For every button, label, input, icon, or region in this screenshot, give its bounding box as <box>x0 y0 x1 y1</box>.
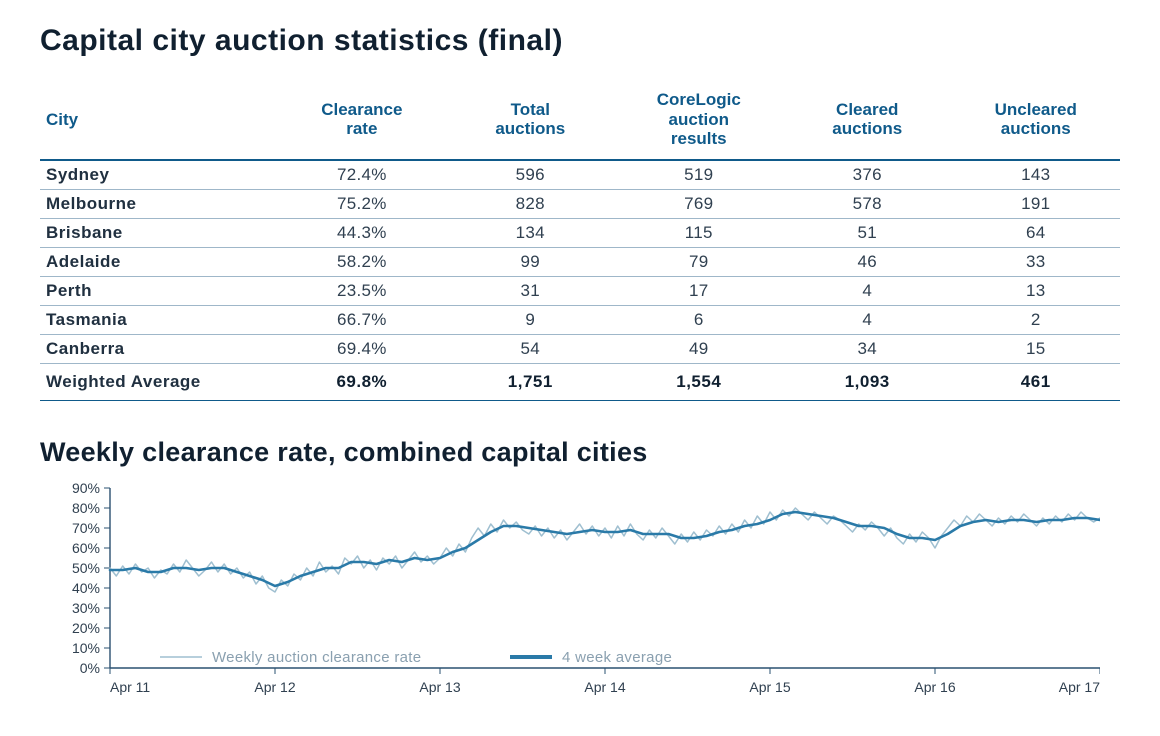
table-footer-row: Weighted Average 69.8% 1,751 1,554 1,093… <box>40 363 1120 400</box>
column-header: Totalauctions <box>446 84 614 160</box>
cell-city: Canberra <box>40 334 278 363</box>
cell-clearance: 75.2% <box>278 189 446 218</box>
auction-stats-table: CityClearancerateTotalauctionsCoreLogica… <box>40 84 1120 401</box>
cell-uncleared: 15 <box>951 334 1120 363</box>
column-header: City <box>40 84 278 160</box>
cell-uncleared: 143 <box>951 160 1120 190</box>
column-header: Clearedauctions <box>783 84 951 160</box>
x-axis: Apr 11 Apr 12 Apr 13 Apr 14 Apr 15 Apr 16 Apr … <box>110 668 1100 695</box>
clearance-rate-line-chart: 0%10%20%30%40%50%60%70%80%90%Apr 11Apr 1… <box>40 482 1120 712</box>
cell-total: 99 <box>446 247 614 276</box>
footer-corelogic: 1,554 <box>615 363 783 400</box>
column-header: CoreLogicauctionresults <box>615 84 783 160</box>
cell-city: Adelaide <box>40 247 278 276</box>
svg-text:10%: 10% <box>72 640 100 656</box>
cell-total: 31 <box>446 276 614 305</box>
cell-city: Brisbane <box>40 218 278 247</box>
svg-text:90%: 90% <box>72 482 100 496</box>
cell-corelogic: 17 <box>615 276 783 305</box>
table-body: Sydney72.4%596519376143Melbourne75.2%828… <box>40 160 1120 364</box>
cell-corelogic: 115 <box>615 218 783 247</box>
footer-clearance: 69.8% <box>278 363 446 400</box>
footer-cleared: 1,093 <box>783 363 951 400</box>
svg-text:40%: 40% <box>72 580 100 596</box>
table-row: Perth23.5%3117413 <box>40 276 1120 305</box>
cell-clearance: 58.2% <box>278 247 446 276</box>
cell-total: 9 <box>446 305 614 334</box>
cell-corelogic: 6 <box>615 305 783 334</box>
cell-city: Tasmania <box>40 305 278 334</box>
svg-text:Apr 16: Apr 16 <box>914 679 955 695</box>
cell-corelogic: 769 <box>615 189 783 218</box>
cell-total: 596 <box>446 160 614 190</box>
cell-city: Sydney <box>40 160 278 190</box>
svg-text:20%: 20% <box>72 620 100 636</box>
table-row: Canberra69.4%54493415 <box>40 334 1120 363</box>
svg-text:30%: 30% <box>72 600 100 616</box>
cell-uncleared: 2 <box>951 305 1120 334</box>
cell-uncleared: 191 <box>951 189 1120 218</box>
cell-city: Perth <box>40 276 278 305</box>
table-row: Tasmania66.7%9642 <box>40 305 1120 334</box>
svg-text:80%: 80% <box>72 500 100 516</box>
cell-total: 828 <box>446 189 614 218</box>
cell-cleared: 34 <box>783 334 951 363</box>
cell-cleared: 4 <box>783 276 951 305</box>
svg-text:Apr 14: Apr 14 <box>584 679 625 695</box>
cell-clearance: 44.3% <box>278 218 446 247</box>
cell-clearance: 72.4% <box>278 160 446 190</box>
cell-corelogic: 519 <box>615 160 783 190</box>
svg-text:70%: 70% <box>72 520 100 536</box>
cell-clearance: 69.4% <box>278 334 446 363</box>
table-row: Adelaide58.2%99794633 <box>40 247 1120 276</box>
svg-text:Apr 15: Apr 15 <box>749 679 790 695</box>
cell-total: 134 <box>446 218 614 247</box>
svg-text:4 week average: 4 week average <box>562 649 672 666</box>
cell-uncleared: 33 <box>951 247 1120 276</box>
cell-uncleared: 64 <box>951 218 1120 247</box>
cell-cleared: 376 <box>783 160 951 190</box>
cell-uncleared: 13 <box>951 276 1120 305</box>
svg-text:Apr 11: Apr 11 <box>110 679 150 695</box>
svg-text:Apr 13: Apr 13 <box>419 679 460 695</box>
cell-clearance: 23.5% <box>278 276 446 305</box>
column-header: Clearancerate <box>278 84 446 160</box>
cell-corelogic: 79 <box>615 247 783 276</box>
cell-cleared: 51 <box>783 218 951 247</box>
svg-text:50%: 50% <box>72 560 100 576</box>
table-header: CityClearancerateTotalauctionsCoreLogica… <box>40 84 1120 160</box>
cell-city: Melbourne <box>40 189 278 218</box>
svg-text:Apr 17: Apr 17 <box>1059 679 1100 695</box>
footer-uncleared: 461 <box>951 363 1120 400</box>
y-axis: 0% 10% 20% 30% 40% 50% 60% 70% 80% 90% <box>72 482 110 676</box>
chart-legend: Weekly auction clearance rate 4 week aver… <box>160 649 672 666</box>
cell-cleared: 4 <box>783 305 951 334</box>
chart-title: Weekly clearance rate, combined capital … <box>40 437 1120 468</box>
svg-text:Weekly auction clearance rate: Weekly auction clearance rate <box>212 649 421 666</box>
cell-total: 54 <box>446 334 614 363</box>
cell-cleared: 578 <box>783 189 951 218</box>
cell-clearance: 66.7% <box>278 305 446 334</box>
table-row: Sydney72.4%596519376143 <box>40 160 1120 190</box>
column-header: Unclearedauctions <box>951 84 1120 160</box>
cell-corelogic: 49 <box>615 334 783 363</box>
page-title: Capital city auction statistics (final) <box>40 24 1120 58</box>
footer-city: Weighted Average <box>40 363 278 400</box>
cell-cleared: 46 <box>783 247 951 276</box>
svg-text:Apr 12: Apr 12 <box>254 679 295 695</box>
svg-text:60%: 60% <box>72 540 100 556</box>
table-row: Melbourne75.2%828769578191 <box>40 189 1120 218</box>
footer-total: 1,751 <box>446 363 614 400</box>
table-row: Brisbane44.3%1341155164 <box>40 218 1120 247</box>
svg-text:0%: 0% <box>80 660 100 676</box>
